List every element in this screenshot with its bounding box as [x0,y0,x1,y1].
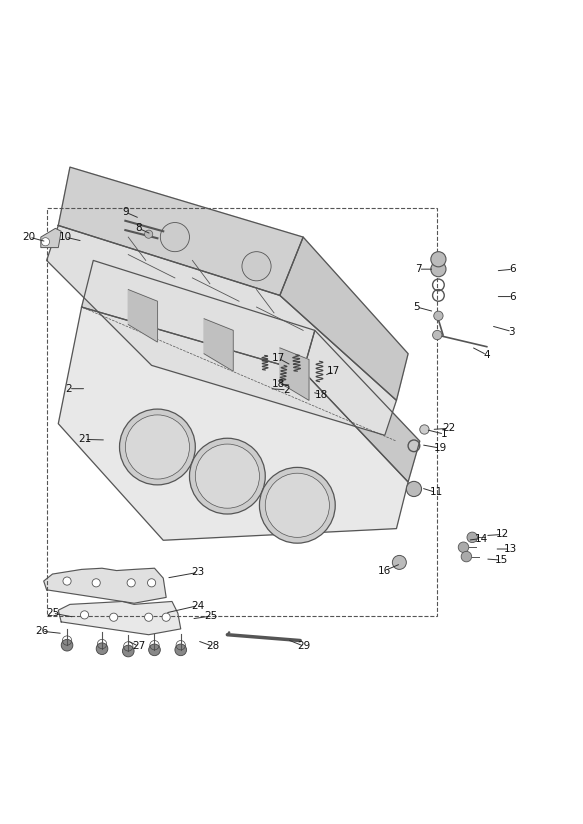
Circle shape [265,473,329,537]
Circle shape [127,578,135,587]
Circle shape [467,532,477,542]
Polygon shape [280,348,309,400]
Circle shape [458,542,469,553]
Polygon shape [82,260,315,371]
Circle shape [149,644,160,656]
Text: 23: 23 [192,568,205,578]
Text: 2: 2 [283,385,290,395]
Text: 28: 28 [206,641,219,651]
Polygon shape [47,226,396,435]
Text: 22: 22 [442,424,455,433]
Circle shape [41,237,50,246]
Circle shape [434,311,443,321]
Circle shape [145,613,153,621]
Circle shape [406,481,422,497]
Text: 18: 18 [315,390,328,400]
Text: 25: 25 [46,608,59,618]
Circle shape [147,578,156,587]
Polygon shape [58,602,181,634]
Circle shape [92,578,100,587]
Circle shape [431,261,446,277]
Polygon shape [303,330,420,482]
Text: 18: 18 [272,379,285,389]
Circle shape [110,613,118,621]
Text: 7: 7 [415,265,422,274]
Polygon shape [44,569,166,603]
Circle shape [433,330,442,339]
Circle shape [125,415,189,479]
Polygon shape [128,289,157,342]
Circle shape [431,251,446,267]
Circle shape [259,467,335,543]
Text: 13: 13 [504,544,517,554]
Circle shape [120,409,195,485]
Polygon shape [58,167,303,295]
Circle shape [63,577,71,585]
Text: 24: 24 [192,601,205,611]
Text: 11: 11 [430,488,442,498]
Circle shape [160,222,189,251]
Circle shape [162,613,170,621]
Text: 26: 26 [36,626,48,636]
Polygon shape [280,237,408,400]
Text: 1: 1 [441,429,448,439]
Text: 8: 8 [135,223,142,233]
Text: 12: 12 [496,530,509,540]
Text: 19: 19 [434,443,447,453]
Circle shape [189,438,265,514]
Text: 9: 9 [122,207,129,217]
Circle shape [96,643,108,654]
Circle shape [61,639,73,651]
Text: 17: 17 [272,353,285,363]
Circle shape [175,644,187,656]
Polygon shape [204,319,233,371]
Text: 14: 14 [475,533,487,544]
Text: 6: 6 [510,292,517,302]
Text: 3: 3 [508,326,515,336]
Text: 17: 17 [327,366,340,377]
Text: 29: 29 [298,641,311,651]
Circle shape [145,230,153,238]
Text: 5: 5 [413,302,420,312]
Circle shape [392,555,406,569]
Text: 25: 25 [205,611,217,621]
Text: 20: 20 [23,232,36,242]
Text: 16: 16 [378,565,391,576]
Circle shape [242,251,271,281]
Text: 10: 10 [59,232,72,242]
Polygon shape [41,228,61,247]
Text: 27: 27 [132,641,145,651]
Polygon shape [58,307,408,541]
Circle shape [122,645,134,657]
Text: 15: 15 [495,555,508,565]
Text: 2: 2 [65,384,72,394]
Text: 6: 6 [510,265,517,274]
Text: 21: 21 [78,434,91,444]
Circle shape [420,425,429,434]
Text: 4: 4 [483,350,490,360]
Circle shape [195,444,259,508]
Circle shape [461,551,472,562]
Circle shape [80,611,89,619]
